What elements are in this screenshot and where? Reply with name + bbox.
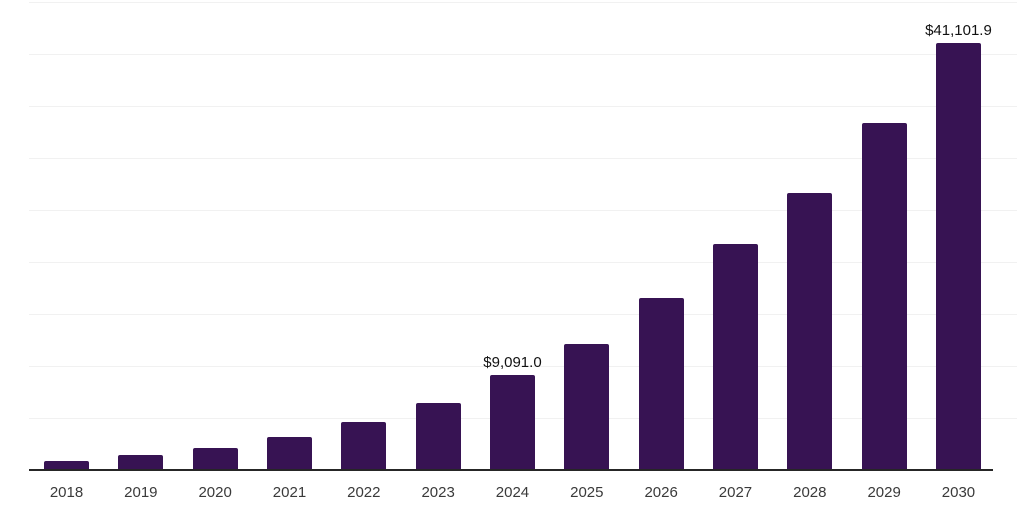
x-tick-label-2025: 2025: [570, 484, 604, 501]
bar-2024: [489, 375, 535, 470]
bar-2019: [118, 455, 164, 470]
gridline-20000: [29, 262, 1017, 263]
x-tick-label-2024: 2024: [495, 484, 530, 501]
gridline-25000: [29, 210, 1017, 211]
x-tick-label-2021: 2021: [272, 484, 307, 501]
bar-2018: [44, 460, 89, 470]
x-tick-label-2027: 2027: [718, 484, 753, 501]
gridline-40000: [29, 54, 1017, 55]
x-tick-label-2019: 2019: [124, 484, 158, 501]
bar-2025: [564, 343, 610, 470]
value-label-2024: $9,091.0: [483, 354, 542, 372]
bar-2028: [787, 193, 833, 470]
x-tick-label-2029: 2029: [867, 484, 901, 501]
bar-2022: [341, 421, 387, 470]
bar-2026: [638, 298, 684, 470]
x-tick-label-2018: 2018: [49, 484, 84, 501]
bar-2023: [415, 403, 461, 470]
gridline-10000: [29, 366, 1017, 367]
gridline-35000: [29, 106, 1017, 107]
x-tick-label-2028: 2028: [793, 484, 827, 501]
value-label-2030: $41,101.9: [925, 21, 992, 39]
x-tick-label-2026: 2026: [644, 484, 678, 501]
gridline-45000: [29, 2, 1017, 3]
x-tick-label-2030: 2030: [941, 484, 976, 501]
bar-2029: [861, 123, 907, 470]
x-axis-line: [29, 469, 993, 471]
bar-2020: [192, 447, 238, 470]
bar-2021: [266, 437, 312, 470]
x-tick-label-2023: 2023: [421, 484, 455, 501]
bar-2027: [712, 244, 758, 470]
x-tick-label-2022: 2022: [347, 484, 381, 501]
gridline-30000: [29, 158, 1017, 159]
bar-2030: [935, 42, 981, 470]
x-tick-label-2020: 2020: [198, 484, 232, 501]
gridline-15000: [29, 314, 1017, 315]
